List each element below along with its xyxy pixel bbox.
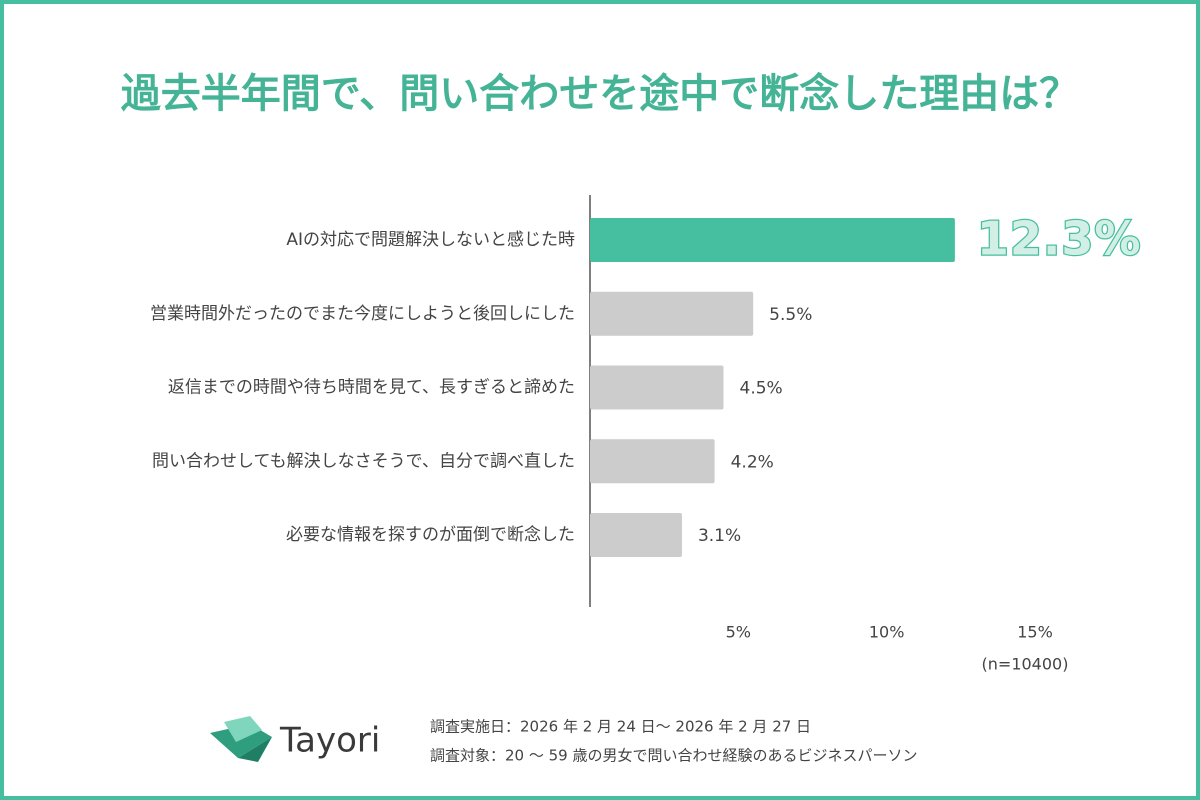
- y-tick-label: 問い合わせしても解決しなさそうで、自分で調べ直した: [152, 451, 575, 471]
- bar: [590, 365, 724, 410]
- x-tick-label: 5%: [726, 623, 751, 642]
- bar: [590, 218, 955, 262]
- survey-date: 調査実施日：2026 年 2 月 24 日〜 2026 年 2 月 27 日: [430, 718, 811, 736]
- y-tick-label: 必要な情報を探すのが面倒で断念した: [286, 524, 575, 545]
- logo: Tayori: [210, 716, 380, 762]
- x-tick-label: 10%: [869, 623, 905, 642]
- chart-title: 過去半年間で、問い合わせを途中で断念した理由は？: [121, 71, 1079, 117]
- value-label: 3.1%: [698, 526, 741, 546]
- value-label: 4.5%: [740, 379, 783, 399]
- bar: [590, 291, 754, 336]
- y-tick-label: AIの対応で問題解決しないと感じた時: [286, 230, 575, 250]
- logo-text: Tayori: [279, 721, 380, 761]
- logo-icon: [224, 716, 262, 742]
- survey-target: 調査対象：20 〜 59 歳の男女で問い合わせ経験のあるビジネスパーソン: [430, 747, 917, 765]
- bar: [590, 439, 715, 484]
- logo-icon: [238, 737, 272, 762]
- bar: [590, 513, 682, 557]
- y-tick-label: 営業時間外だったのでまた今度にしようと後回しにした: [150, 304, 575, 324]
- sample-note: (n=10400): [982, 655, 1069, 674]
- value-label: 5.5%: [769, 305, 812, 325]
- value-label: 12.3%: [977, 212, 1142, 266]
- x-tick-label: 15%: [1017, 623, 1053, 642]
- value-label: 4.2%: [731, 452, 774, 472]
- y-tick-label: 返信までの時間や待ち時間を見て、長すぎると諦めた: [168, 378, 575, 398]
